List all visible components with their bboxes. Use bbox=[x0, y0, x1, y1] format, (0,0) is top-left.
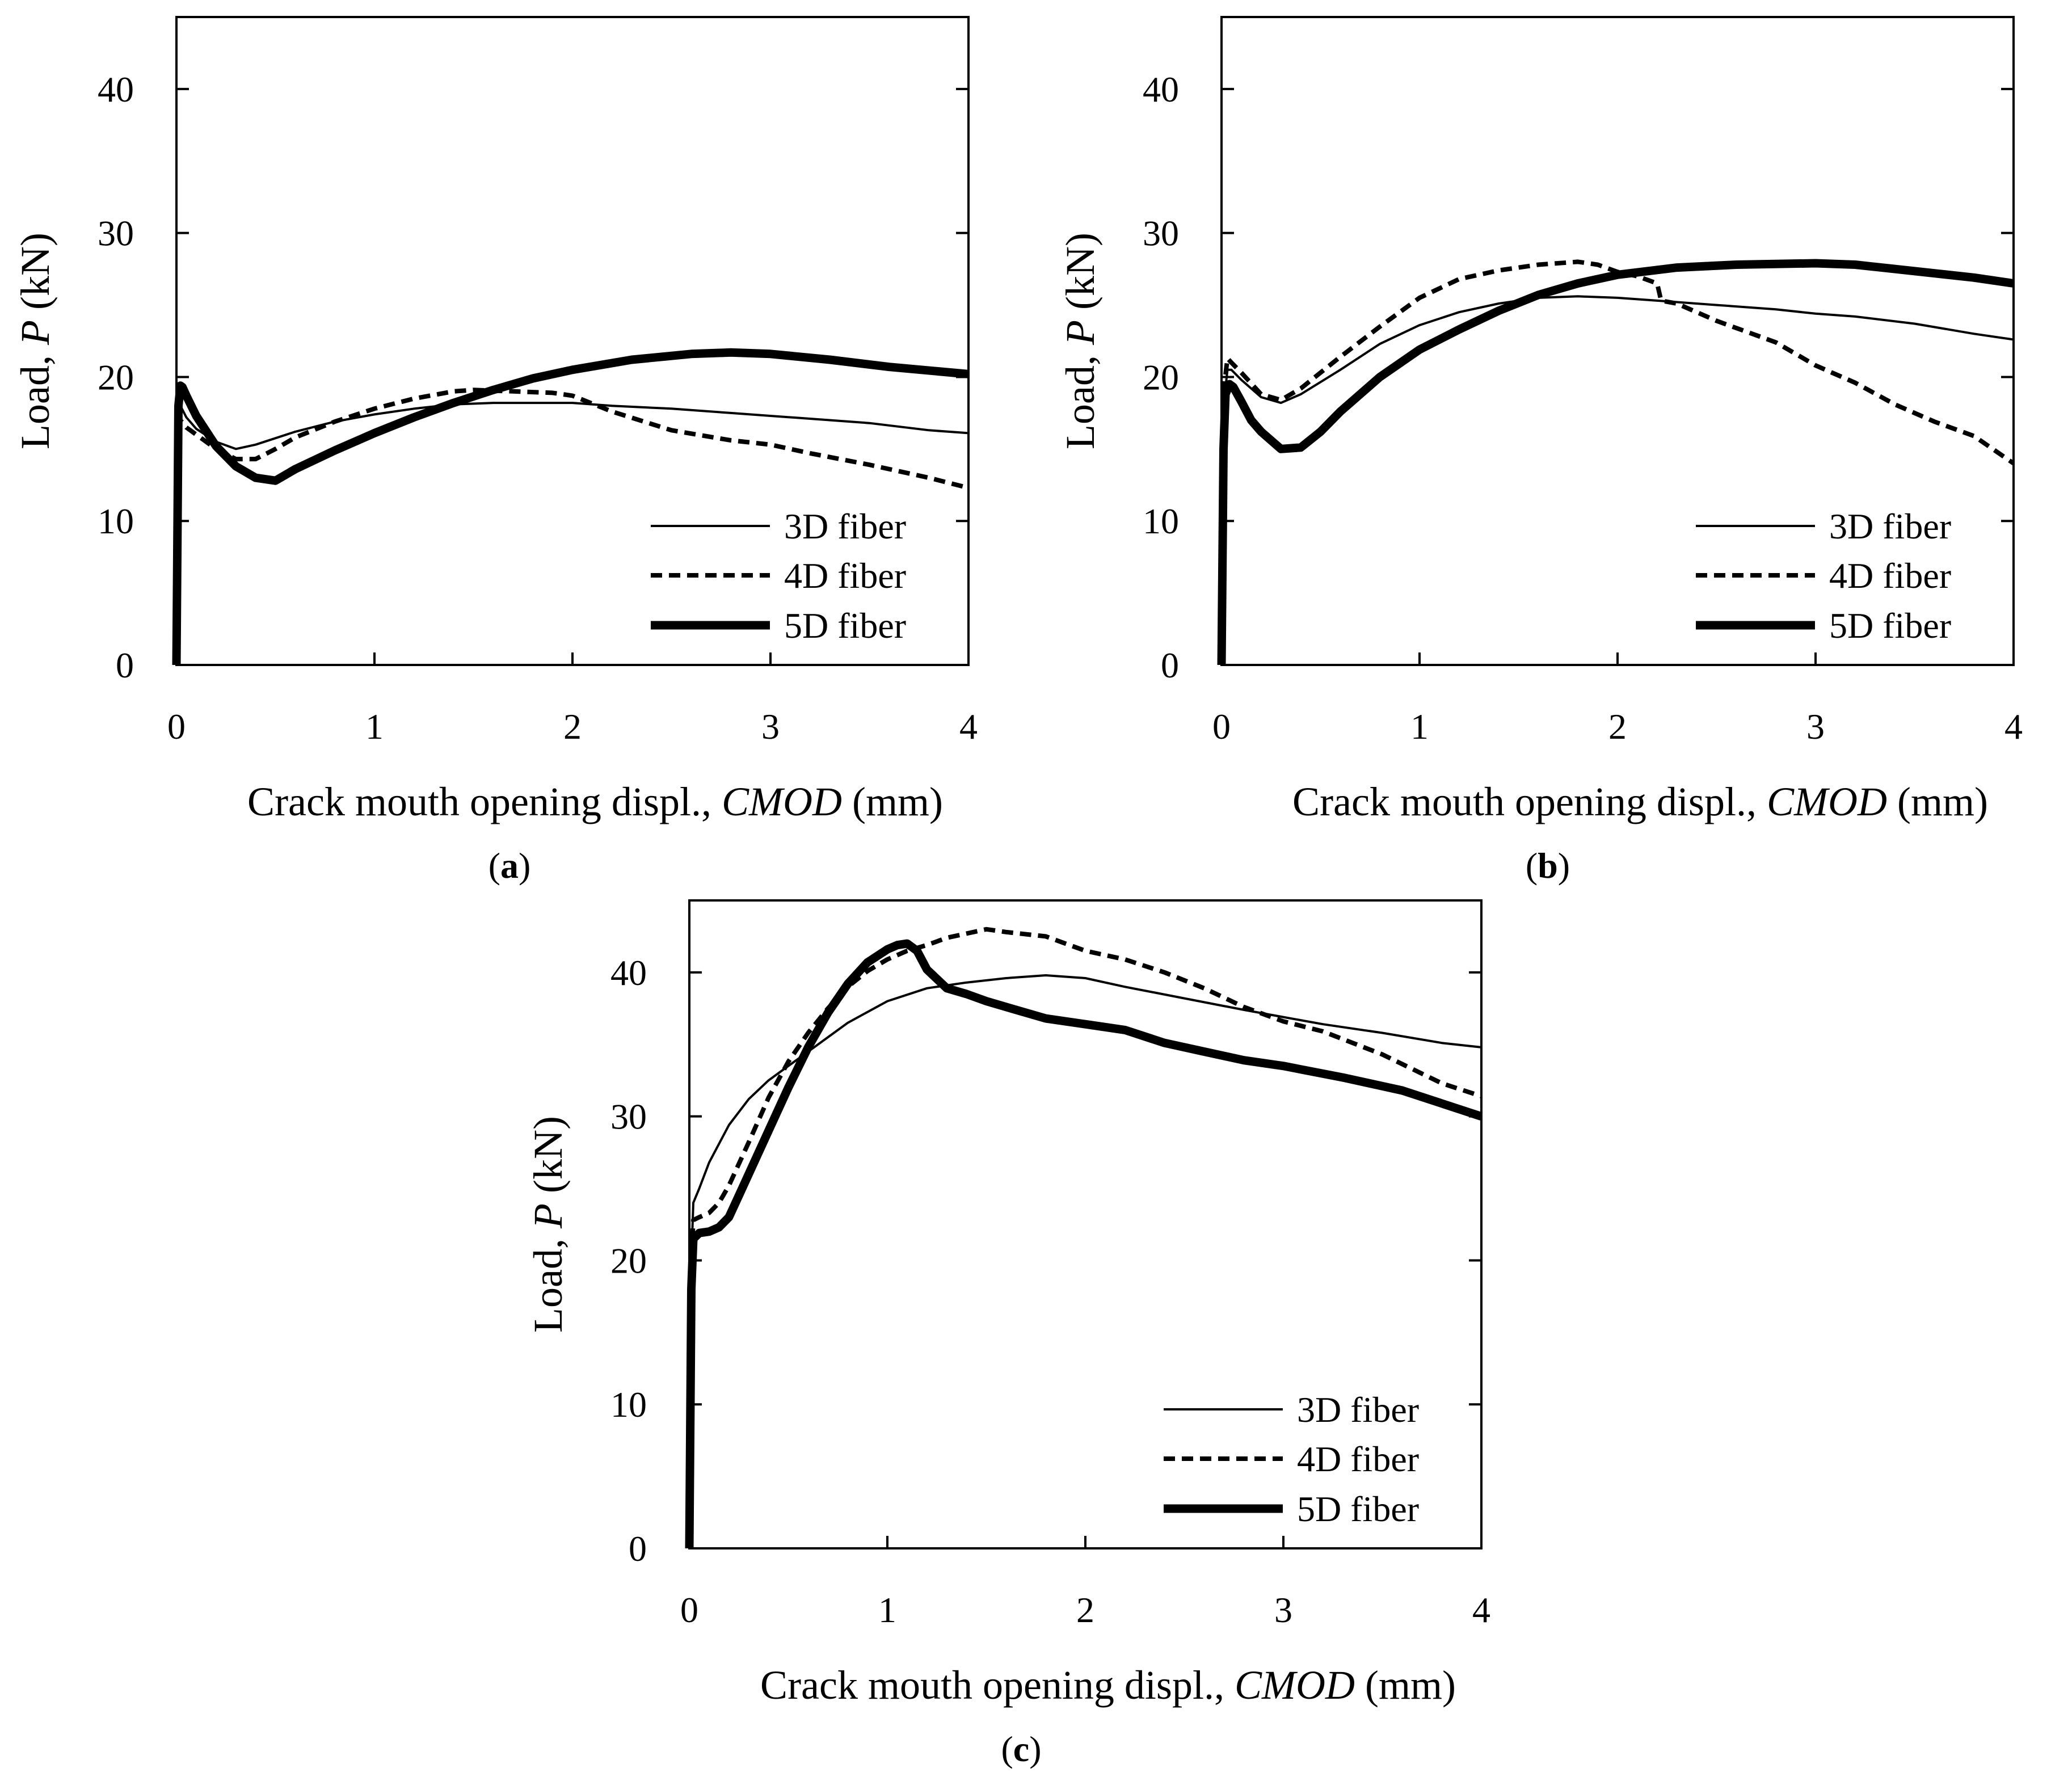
panel-label-letter: a bbox=[500, 845, 519, 886]
legend-label: 3D fiber bbox=[1297, 1389, 1419, 1430]
legend-label: 3D fiber bbox=[784, 506, 906, 546]
y-axis-label-variable: P bbox=[1058, 320, 1103, 346]
y-tick-label: 30 bbox=[610, 1097, 647, 1137]
series-line-4d-fiber bbox=[174, 388, 969, 666]
x-tick-label: 4 bbox=[1472, 1590, 1490, 1630]
x-tick-label: 0 bbox=[1212, 706, 1231, 747]
legend-label: 3D fiber bbox=[1829, 506, 1951, 546]
x-tick-label: 3 bbox=[761, 706, 780, 747]
x-tick-label: 2 bbox=[1076, 1590, 1094, 1630]
y-tick-label: 20 bbox=[98, 357, 134, 397]
x-tick-label: 4 bbox=[2004, 706, 2023, 747]
legend-label: 5D fiber bbox=[784, 605, 906, 646]
y-axis-label-unit: (kN) bbox=[525, 1116, 571, 1203]
y-tick-label: 0 bbox=[116, 645, 134, 685]
series-line-5d-fiber bbox=[1217, 259, 2015, 666]
series-line-4d-fiber bbox=[1219, 259, 2015, 666]
x-axis-label-prefix: Crack mouth opening displ., bbox=[247, 779, 722, 824]
y-tick-label: 40 bbox=[610, 953, 647, 993]
y-axis-label-prefix: Load, bbox=[12, 345, 58, 449]
series-line-5d-fiber bbox=[172, 348, 969, 666]
x-axis-label-unit: (mm) bbox=[842, 779, 943, 824]
y-tick-label: 0 bbox=[1161, 645, 1179, 685]
y-axis-label-variable: P bbox=[525, 1203, 571, 1229]
panel-label-close: ) bbox=[1029, 1729, 1041, 1769]
x-tick-label: 1 bbox=[878, 1590, 896, 1630]
panel-label: (a) bbox=[488, 845, 531, 886]
y-axis-label-prefix: Load, bbox=[525, 1228, 571, 1333]
legend-label: 4D fiber bbox=[1829, 555, 1951, 596]
legend-label: 5D fiber bbox=[1829, 605, 1951, 646]
y-tick-label: 20 bbox=[1143, 357, 1179, 397]
x-axis-label-variable: CMOD bbox=[722, 779, 842, 824]
x-axis-label: Crack mouth opening displ., CMOD (mm) bbox=[760, 1662, 1456, 1708]
x-tick-label: 2 bbox=[1608, 706, 1627, 747]
x-axis-label-unit: (mm) bbox=[1355, 1662, 1456, 1708]
x-tick-label: 4 bbox=[959, 706, 978, 747]
legend-label: 4D fiber bbox=[1297, 1439, 1419, 1479]
panel-label-open: ( bbox=[1001, 1729, 1013, 1769]
series-line-5d-fiber bbox=[685, 939, 1483, 1549]
y-axis-label-unit: (kN) bbox=[12, 233, 58, 320]
x-tick-label: 1 bbox=[365, 706, 384, 747]
x-axis-label-variable: CMOD bbox=[1235, 1662, 1355, 1708]
y-axis-label-prefix: Load, bbox=[1058, 345, 1103, 449]
y-axis-label: Load, P (kN) bbox=[12, 233, 58, 449]
x-tick-label: 0 bbox=[680, 1590, 698, 1630]
panel-label-close: ) bbox=[519, 845, 530, 886]
panel-label-open: ( bbox=[1526, 845, 1538, 886]
series-line-3d-fiber bbox=[1220, 295, 2014, 666]
x-tick-label: 0 bbox=[167, 706, 186, 747]
x-axis-label: Crack mouth opening displ., CMOD (mm) bbox=[247, 779, 943, 824]
panel-label-letter: b bbox=[1538, 845, 1558, 886]
y-axis-label: Load, P (kN) bbox=[1058, 233, 1103, 449]
x-tick-label: 3 bbox=[1806, 706, 1825, 747]
panel-label: (b) bbox=[1526, 845, 1570, 886]
y-tick-label: 10 bbox=[1143, 501, 1179, 541]
y-axis-label-variable: P bbox=[12, 320, 58, 346]
y-tick-label: 10 bbox=[610, 1384, 647, 1425]
legend-label: 5D fiber bbox=[1297, 1489, 1419, 1529]
y-tick-label: 40 bbox=[1143, 69, 1179, 110]
y-tick-label: 10 bbox=[98, 501, 134, 541]
y-tick-label: 0 bbox=[629, 1528, 647, 1569]
y-tick-label: 30 bbox=[1143, 213, 1179, 254]
y-tick-label: 30 bbox=[98, 213, 134, 254]
y-axis-label-unit: (kN) bbox=[1058, 233, 1103, 320]
panel-label-open: ( bbox=[488, 845, 500, 886]
x-axis-label-variable: CMOD bbox=[1767, 779, 1887, 824]
y-axis-label: Load, P (kN) bbox=[525, 1116, 571, 1333]
x-axis-label: Crack mouth opening displ., CMOD (mm) bbox=[1292, 779, 1988, 824]
x-axis-label-prefix: Crack mouth opening displ., bbox=[760, 1662, 1235, 1708]
x-tick-label: 3 bbox=[1274, 1590, 1292, 1630]
legend-label: 4D fiber bbox=[784, 555, 906, 596]
x-tick-label: 1 bbox=[1410, 706, 1429, 747]
x-axis-label-unit: (mm) bbox=[1887, 779, 1988, 824]
panel-label: (c) bbox=[1001, 1729, 1041, 1769]
y-tick-label: 20 bbox=[610, 1240, 647, 1281]
y-tick-label: 40 bbox=[98, 69, 134, 110]
panel-label-letter: c bbox=[1013, 1729, 1029, 1769]
x-axis-label-prefix: Crack mouth opening displ., bbox=[1292, 779, 1767, 824]
panel-label-close: ) bbox=[1558, 845, 1570, 886]
x-tick-label: 2 bbox=[563, 706, 582, 747]
series-line-3d-fiber bbox=[688, 974, 1482, 1549]
